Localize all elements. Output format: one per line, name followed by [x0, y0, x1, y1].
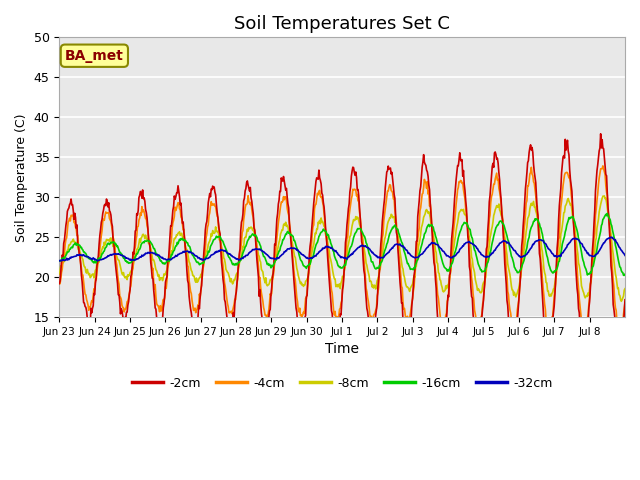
Y-axis label: Soil Temperature (C): Soil Temperature (C)	[15, 113, 28, 241]
Legend: -2cm, -4cm, -8cm, -16cm, -32cm: -2cm, -4cm, -8cm, -16cm, -32cm	[127, 372, 557, 395]
Text: BA_met: BA_met	[65, 49, 124, 63]
Title: Soil Temperatures Set C: Soil Temperatures Set C	[234, 15, 450, 33]
X-axis label: Time: Time	[325, 342, 359, 357]
